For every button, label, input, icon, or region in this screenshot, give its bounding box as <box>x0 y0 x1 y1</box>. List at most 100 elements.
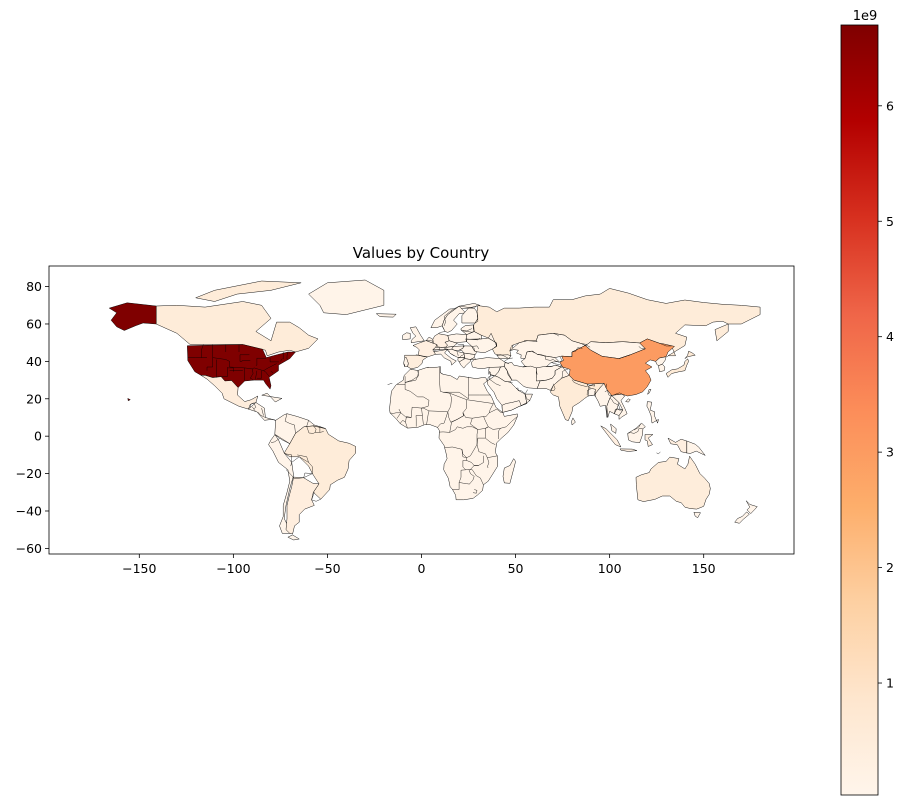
border-line-72 <box>526 350 535 354</box>
border-line-136 <box>239 354 250 362</box>
border-line-89 <box>524 394 531 401</box>
country-united-states-of-america-4 <box>127 398 131 402</box>
border-line-105 <box>585 345 591 348</box>
border-line-61 <box>459 305 478 309</box>
border-line-29 <box>465 469 481 479</box>
border-line-33 <box>487 457 490 469</box>
country-other-countries-59 <box>536 366 570 391</box>
y-tick-label: −40 <box>16 503 42 518</box>
x-tick-label: −100 <box>216 561 250 576</box>
country-other-countries-29 <box>458 358 471 369</box>
border-line-78 <box>555 364 562 368</box>
border-line-39 <box>274 434 280 438</box>
border-line-120 <box>280 358 283 362</box>
y-tick-label: −60 <box>16 541 42 556</box>
country-other-countries-46 <box>658 363 666 372</box>
border-line-132 <box>263 370 270 377</box>
country-other-countries-80 <box>502 458 516 484</box>
border-line-45 <box>257 411 266 418</box>
country-other-countries-45 <box>655 356 667 366</box>
border-line-86 <box>507 381 513 384</box>
border-line-90 <box>550 383 556 391</box>
colorbar-tick-label: 4 <box>886 329 894 344</box>
border-line-69 <box>496 354 509 359</box>
border-line-7 <box>466 399 494 404</box>
border-line-57 <box>471 324 475 333</box>
country-indonesia-69 <box>600 425 622 448</box>
country-other-countries-25 <box>433 349 457 366</box>
border-line-146 <box>438 331 446 334</box>
border-line-82 <box>488 371 491 378</box>
country-other-countries-30 <box>457 357 466 363</box>
border-line-55 <box>456 343 464 345</box>
border-line-68 <box>493 342 497 349</box>
border-line-38 <box>284 452 292 467</box>
border-line-106 <box>618 354 631 359</box>
border-line-107 <box>638 346 646 349</box>
border-line-51 <box>436 344 447 348</box>
y-tick-label: 80 <box>26 279 42 294</box>
border-line-49 <box>415 354 428 358</box>
border-line-85 <box>489 375 501 386</box>
country-other-countries-7 <box>261 392 283 403</box>
x-tick-label: 150 <box>692 561 716 576</box>
border-line-17 <box>449 426 478 433</box>
border-line-84 <box>487 377 489 382</box>
country-other-countries-15 <box>402 332 411 340</box>
country-australia-75 <box>635 455 711 510</box>
border-line-111 <box>509 344 514 351</box>
y-tick-label: 0 <box>34 429 42 444</box>
border-line-79 <box>522 365 526 367</box>
country-other-countries-65 <box>611 393 628 420</box>
border-line-26 <box>452 449 467 490</box>
world-map <box>108 279 761 541</box>
country-other-countries-73 <box>686 440 706 456</box>
x-axis: −150 −100 −50 0 50 100 150 <box>122 554 716 576</box>
colorbar-tick-label: 2 <box>886 560 894 575</box>
border-line-127 <box>221 367 228 377</box>
border-line-65 <box>457 352 459 356</box>
country-other-countries-44 <box>647 389 652 395</box>
border-line-118 <box>440 372 444 375</box>
border-line-16 <box>439 412 464 433</box>
border-line-28 <box>470 465 479 470</box>
country-mexico-5 <box>200 374 259 410</box>
border-line-58 <box>462 330 472 333</box>
country-other-countries-76 <box>693 512 701 518</box>
border-line-25 <box>396 412 401 419</box>
country-canada-1 <box>195 280 302 302</box>
border-line-52 <box>433 347 440 352</box>
country-other-countries-35 <box>441 305 466 333</box>
border-line-30 <box>459 469 475 485</box>
border-line-59 <box>460 328 472 332</box>
country-argentina-10 <box>285 476 320 535</box>
country-other-countries-22 <box>444 340 458 348</box>
border-line-138 <box>201 344 204 358</box>
border-line-8 <box>462 402 495 419</box>
border-line-60 <box>474 311 479 324</box>
country-other-countries-66 <box>614 407 624 416</box>
border-line-63 <box>462 357 465 360</box>
border-line-23 <box>399 420 406 424</box>
country-other-countries-43 <box>625 398 631 403</box>
country-other-countries-51 <box>496 354 512 359</box>
country-other-countries-57 <box>501 400 522 413</box>
colorbar-tick-label: 6 <box>886 98 894 113</box>
border-line-75 <box>555 356 563 363</box>
border-line-19 <box>426 410 430 425</box>
border-line-34 <box>285 469 313 479</box>
border-line-80 <box>536 367 538 375</box>
border-line-50 <box>426 340 434 344</box>
border-line-133 <box>270 370 274 374</box>
x-tick-label: 100 <box>598 561 622 576</box>
border-line-96 <box>604 390 612 397</box>
border-line-37 <box>311 492 321 502</box>
border-line-41 <box>284 413 296 434</box>
border-line-101 <box>627 428 643 434</box>
country-united-states-of-america-3 <box>108 302 157 331</box>
border-line-143 <box>297 454 309 463</box>
border-line-131 <box>256 370 262 379</box>
border-line-32 <box>472 489 478 494</box>
chart-title: Values by Country <box>353 244 490 262</box>
border-line-112 <box>660 343 672 347</box>
